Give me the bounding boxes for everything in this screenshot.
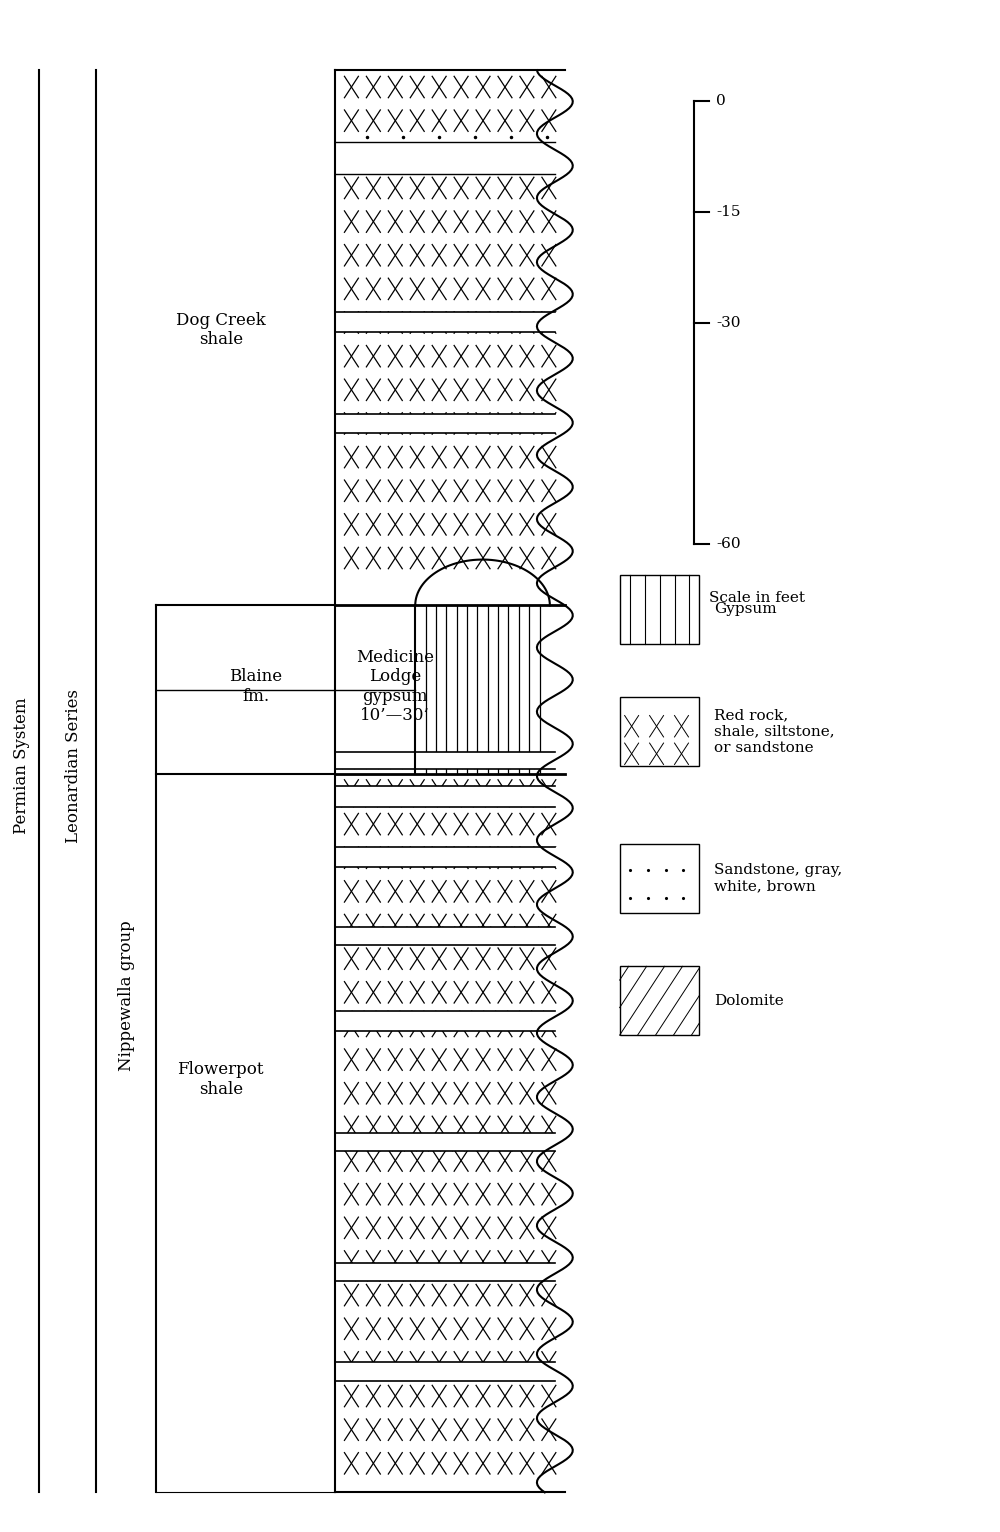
Bar	[620, 844, 699, 913]
Bar	[335, 142, 565, 175]
Bar	[335, 1262, 565, 1281]
Text: Leonardian Series: Leonardian Series	[65, 689, 82, 843]
Text: -30: -30	[716, 316, 741, 329]
Text: Flowerpot
shale: Flowerpot shale	[178, 1062, 264, 1098]
Text: Sandstone, gray,
white, brown: Sandstone, gray, white, brown	[714, 864, 843, 893]
Text: -15: -15	[716, 205, 741, 219]
Text: -60: -60	[716, 538, 741, 552]
Text: Red rock,
shale, siltstone,
or sandstone: Red rock, shale, siltstone, or sandstone	[714, 708, 835, 755]
Bar	[620, 574, 699, 643]
Text: 0: 0	[716, 93, 726, 107]
Bar	[620, 967, 699, 1036]
Bar	[335, 847, 565, 867]
Bar	[335, 1011, 565, 1031]
Text: Nippewalla group: Nippewalla group	[118, 921, 135, 1071]
Bar	[335, 752, 565, 769]
Text: Scale in feet: Scale in feet	[709, 591, 805, 605]
Text: Permian System: Permian System	[13, 697, 30, 835]
Bar	[335, 927, 565, 945]
Bar	[335, 70, 565, 1492]
Text: Dog Creek
shale: Dog Creek shale	[176, 313, 266, 348]
Bar	[620, 697, 699, 766]
Bar	[335, 1134, 565, 1152]
Bar	[335, 313, 565, 332]
Text: Dolomite: Dolomite	[714, 994, 784, 1008]
Bar	[335, 786, 565, 807]
Text: Blaine
fm.: Blaine fm.	[229, 668, 282, 705]
Text: Medicine
Lodge
gypsum
10’—30’: Medicine Lodge gypsum 10’—30’	[356, 648, 434, 725]
Bar	[335, 414, 565, 432]
Bar	[335, 1362, 565, 1380]
Text: Gypsum: Gypsum	[714, 602, 777, 616]
